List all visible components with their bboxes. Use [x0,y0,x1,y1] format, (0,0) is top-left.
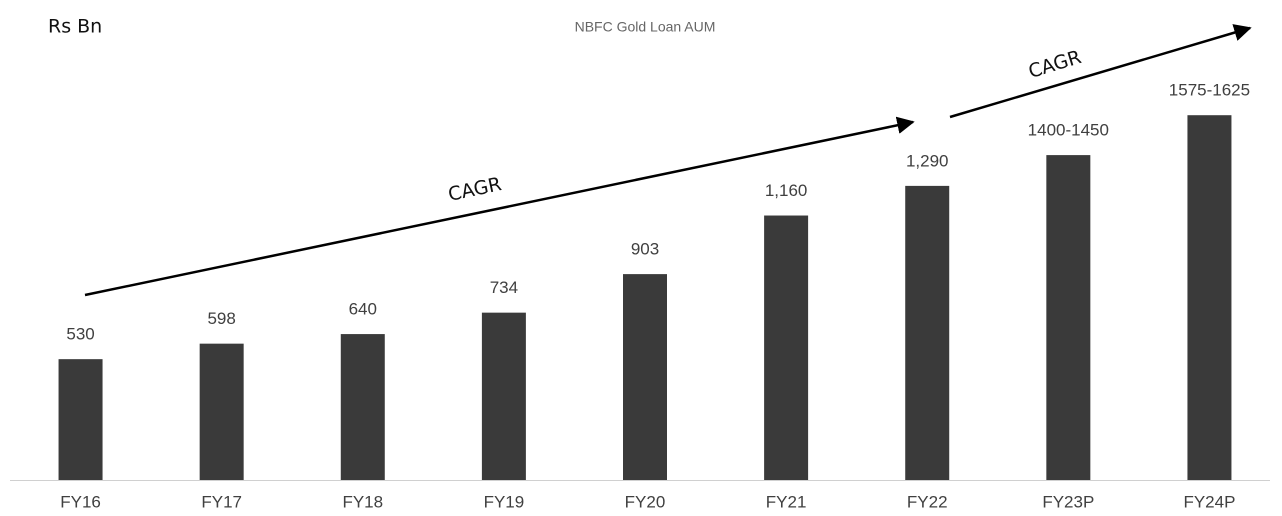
x-tick-label: FY20 [625,492,666,511]
data-label: 1,290 [906,151,949,170]
x-tick-label: FY23P [1042,492,1094,511]
unit-label: Rs Bn [48,16,102,38]
data-label: 1400-1450 [1028,121,1109,140]
data-label: 1,160 [765,181,808,200]
data-label: 640 [349,300,377,319]
bar [764,215,809,480]
x-tick-label: FY19 [484,492,525,511]
bar [340,334,385,480]
data-label: 903 [631,240,659,259]
bar [58,359,103,480]
chart-title: NBFC Gold Loan AUM [575,19,716,35]
cagr-label: CAGR [1026,46,1084,83]
data-label: 734 [490,278,518,297]
bar [199,343,244,480]
x-tick-label: FY21 [766,492,807,511]
cagr-label: CAGR [446,173,503,206]
cagr-arrow [84,116,915,297]
x-tick-label: FY22 [907,492,948,511]
x-tick-label: FY16 [60,492,101,511]
x-tick-label: FY18 [342,492,383,511]
cagr-arrow [949,24,1252,119]
bar [1046,155,1091,480]
bar [481,312,526,480]
x-tick-label: FY17 [201,492,242,511]
bar [1187,115,1232,480]
bar [623,274,667,480]
bar [905,185,950,480]
x-tick-label: FY24P [1183,492,1235,511]
data-label: 598 [207,309,235,328]
data-label: 1575-1625 [1169,81,1250,100]
data-label: 530 [66,325,94,344]
